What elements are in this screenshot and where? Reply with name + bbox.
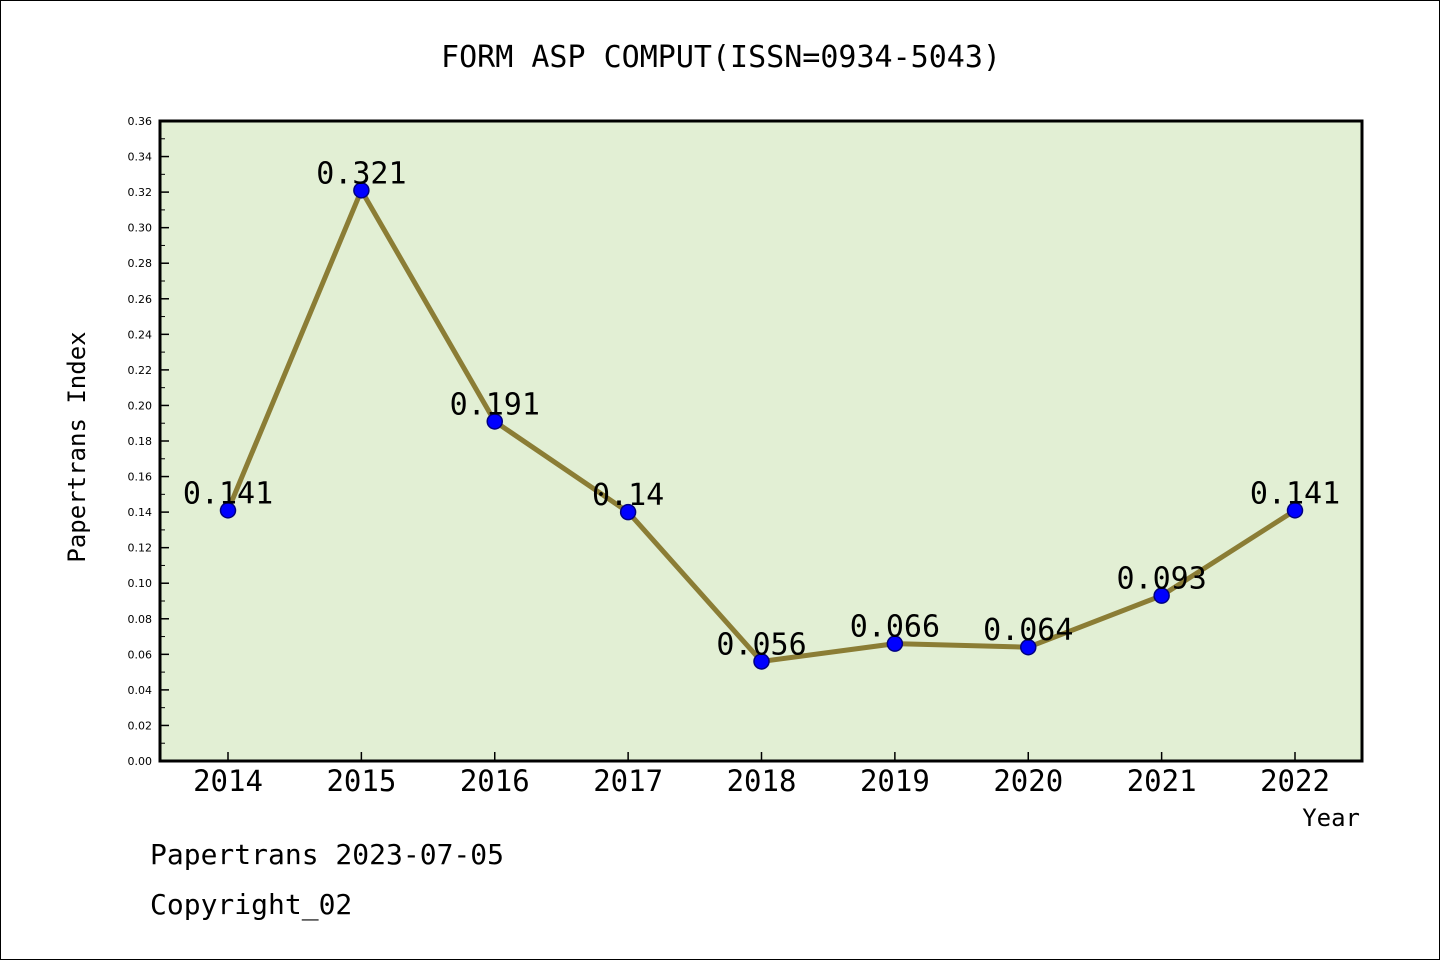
y-axis-label: Papertrans Index: [63, 331, 91, 562]
y-tick-label: 0.20: [128, 399, 153, 412]
y-axis: 0.00 0.02 0.04 0.06 0.08 0.10 0.12 0.14 0.16 0.18…: [128, 115, 169, 768]
y-tick-label: 0.04: [128, 684, 153, 697]
data-label: 0.191: [450, 387, 540, 422]
y-tick-label: 0.36: [128, 115, 153, 128]
data-labels: 0.141 0.321 0.191 0.14 0.056 0.066 0.064 0.093 0…: [183, 156, 1340, 662]
y-tick-label: 0.32: [128, 186, 153, 199]
data-point: [753, 653, 770, 670]
y-tick-label: 0.26: [128, 293, 153, 306]
x-axis-label: Year: [1302, 804, 1360, 832]
data-label: 0.066: [850, 610, 940, 645]
x-tick-label: 2015: [326, 764, 396, 798]
y-tick-label: 0.02: [128, 719, 153, 732]
footer-date: Papertrans 2023-07-05: [150, 838, 504, 871]
y-tick-label: 0.08: [128, 613, 153, 626]
data-markers: [219, 182, 1304, 670]
y-tick-label: 0.16: [128, 471, 153, 484]
y-tick-label: 0.12: [128, 542, 153, 555]
data-label: 0.141: [1250, 476, 1340, 511]
data-label: 0.093: [1116, 562, 1206, 597]
x-tick-label: 2016: [460, 764, 530, 798]
data-label: 0.064: [983, 613, 1073, 648]
y-tick-label: 0.30: [128, 222, 153, 235]
data-point: [886, 635, 904, 652]
x-tick-label: 2021: [1127, 764, 1197, 798]
data-point: [619, 503, 637, 521]
y-tick-label: 0.18: [128, 435, 153, 448]
data-label: 0.056: [716, 627, 806, 662]
y-tick-label: 0.22: [128, 364, 153, 377]
data-label: 0.141: [183, 476, 273, 511]
y-tick-label: 0.14: [128, 506, 153, 519]
x-tick-label: 2018: [727, 764, 797, 798]
x-tick-label: 2017: [593, 764, 663, 798]
footer-copyright: Copyright_02: [150, 888, 352, 922]
data-label: 0.14: [592, 478, 664, 513]
x-tick-label: 2020: [993, 764, 1063, 798]
x-tick-label: 2014: [193, 764, 263, 798]
x-tick-label: 2022: [1260, 764, 1330, 798]
data-point: [219, 502, 237, 519]
y-tick-label: 0.10: [128, 577, 153, 590]
data-point: [1153, 587, 1170, 604]
data-point: [486, 413, 503, 430]
data-point: [1020, 638, 1037, 656]
x-axis: 2014 2015 2016 2017 2018 2019 2020 2021 2022: [193, 752, 1330, 798]
y-tick-label: 0.00: [128, 755, 153, 768]
y-tick-label: 0.28: [128, 257, 153, 270]
chart-title: FORM ASP COMPUT(ISSN=0934-5043): [441, 40, 1001, 75]
y-tick-label: 0.06: [128, 648, 153, 661]
data-label: 0.321: [316, 156, 406, 191]
y-tick-label: 0.24: [128, 328, 153, 341]
y-tick-label: 0.34: [128, 151, 153, 164]
data-point: [353, 182, 370, 199]
data-point: [1286, 502, 1304, 519]
x-tick-label: 2019: [860, 764, 930, 798]
